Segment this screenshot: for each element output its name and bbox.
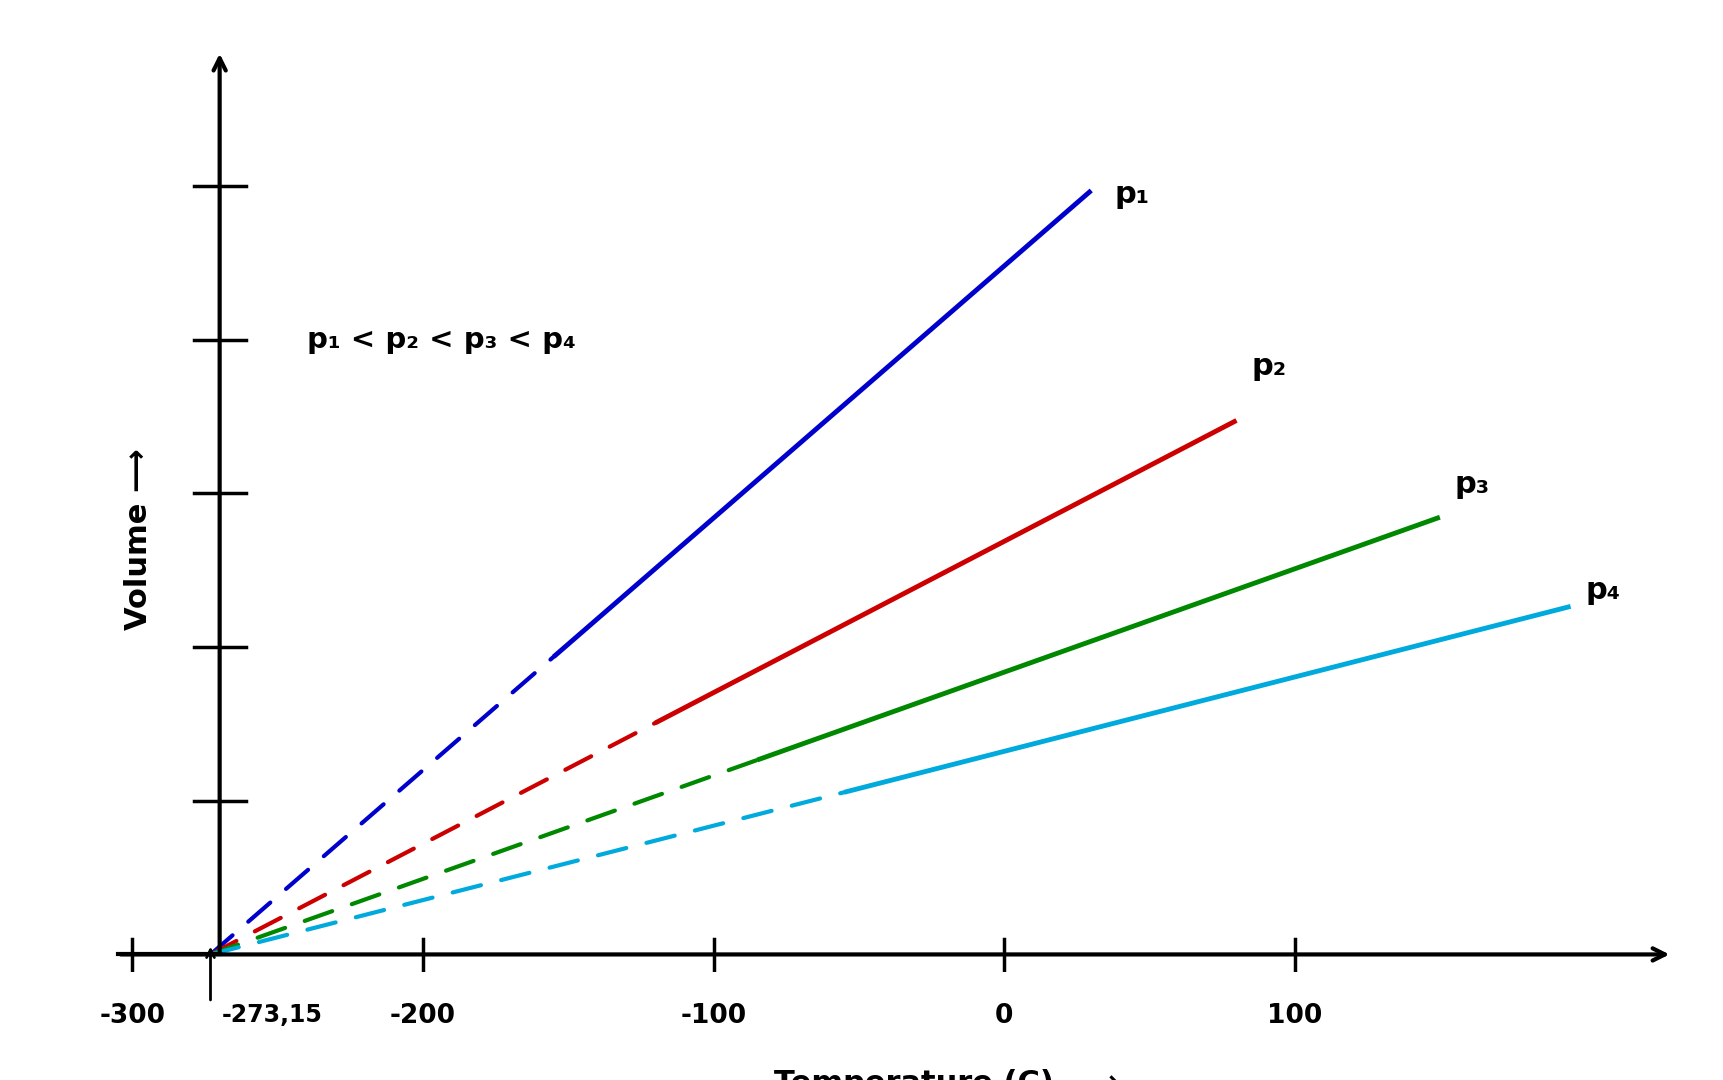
Text: 100: 100 [1266,1002,1322,1029]
Text: p₂: p₂ [1251,352,1285,380]
Text: Temperature (C)  ⟶: Temperature (C) ⟶ [774,1068,1118,1080]
Text: -273,15: -273,15 [222,1002,322,1027]
Text: 0: 0 [994,1002,1013,1029]
Text: p₁: p₁ [1113,180,1149,210]
Text: p₄: p₄ [1583,576,1620,605]
Text: -200: -200 [389,1002,457,1029]
Text: p₃: p₃ [1454,470,1489,499]
Text: -100: -100 [681,1002,746,1029]
Text: -300: -300 [100,1002,165,1029]
Text: p₁ < p₂ < p₃ < p₄: p₁ < p₂ < p₃ < p₄ [307,326,575,354]
Text: Volume ⟶: Volume ⟶ [124,448,153,631]
